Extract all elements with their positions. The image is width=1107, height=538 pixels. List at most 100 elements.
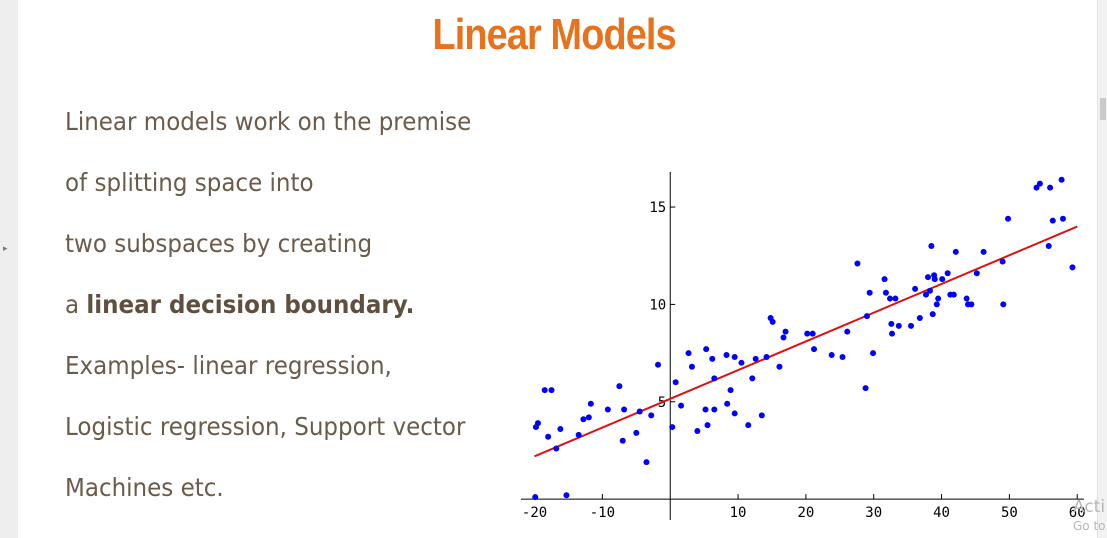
data-point (844, 328, 851, 335)
data-point (931, 276, 938, 283)
data-point (541, 387, 548, 394)
body-line-6: Logistic regression, Support vector (65, 412, 466, 441)
data-point (655, 361, 662, 368)
data-point (862, 385, 869, 392)
data-point (585, 414, 592, 421)
x-tick-label: 60 (1069, 505, 1086, 521)
data-point (870, 350, 877, 357)
data-point (648, 412, 655, 419)
data-point (703, 346, 710, 353)
data-point (704, 422, 711, 429)
data-point (688, 363, 695, 370)
data-point (854, 260, 861, 267)
data-point (889, 330, 896, 337)
data-point (769, 318, 776, 325)
data-point (924, 274, 931, 281)
data-point (908, 322, 915, 329)
body-line-4: a linear decision boundary. (65, 290, 414, 319)
data-point (782, 328, 789, 335)
data-point (939, 276, 946, 283)
data-point (882, 289, 889, 296)
activate-watermark: Acti (1073, 497, 1106, 517)
data-point (580, 416, 587, 423)
data-point (1069, 264, 1076, 271)
regression-line (534, 225, 1078, 458)
data-point (1033, 184, 1040, 191)
data-point (1045, 242, 1052, 249)
data-point (752, 355, 759, 362)
data-point (1000, 301, 1007, 308)
data-point (927, 287, 934, 294)
body-line-5: Examples- linear regression, (65, 351, 392, 380)
body-line-7: Machines etc. (65, 473, 224, 502)
x-tick-label: -10 (590, 505, 615, 521)
data-point (952, 248, 959, 255)
data-point (828, 352, 835, 359)
data-point (916, 315, 923, 322)
data-point (731, 353, 738, 360)
vertical-scrollbar[interactable] (1097, 0, 1107, 538)
data-point (548, 387, 555, 394)
left-gutter: ▸ (0, 0, 18, 538)
data-point (839, 353, 846, 360)
data-point (545, 433, 552, 440)
data-point (933, 301, 940, 308)
x-tick-label: 20 (797, 505, 814, 521)
data-point (636, 408, 643, 415)
data-point (723, 352, 730, 359)
data-point (587, 400, 594, 407)
data-point (669, 424, 676, 431)
data-point (863, 313, 870, 320)
scrollbar-thumb[interactable] (1100, 98, 1106, 120)
data-point (892, 295, 899, 302)
data-point (968, 301, 975, 308)
data-point (731, 410, 738, 417)
data-point (557, 426, 564, 433)
data-point (922, 291, 929, 298)
data-point (709, 355, 716, 362)
data-point (621, 406, 628, 413)
data-point (935, 295, 942, 302)
data-point (888, 320, 895, 327)
data-point (711, 406, 718, 413)
data-point (887, 295, 894, 302)
data-point (780, 334, 787, 341)
expand-arrow-icon[interactable]: ▸ (3, 244, 8, 254)
data-point (929, 311, 936, 318)
data-point (532, 494, 539, 501)
data-point (532, 424, 539, 431)
data-point (944, 270, 951, 277)
activate-watermark-sub: Go to (1073, 519, 1106, 533)
data-point (616, 383, 623, 390)
data-point (619, 437, 626, 444)
data-point (604, 406, 611, 413)
data-point (809, 330, 816, 337)
data-point (776, 363, 783, 370)
data-point (881, 276, 888, 283)
boundary-bold: linear decision boundary. (86, 290, 415, 319)
data-point (1058, 176, 1065, 183)
data-point (672, 379, 679, 386)
data-point (763, 353, 770, 360)
y-tick-label: 15 (649, 200, 666, 216)
data-point (1047, 184, 1054, 191)
data-point (633, 429, 640, 436)
x-tick-label: 30 (865, 505, 882, 521)
data-point (811, 346, 818, 353)
data-point (643, 459, 650, 466)
data-point (553, 445, 560, 452)
data-point (745, 422, 752, 429)
body-line-3: two subspaces by creating (65, 229, 373, 258)
x-tick-label: -20 (522, 505, 547, 521)
x-tick-label: 10 (730, 505, 747, 521)
data-point (758, 412, 765, 419)
boundary-prefix: a (65, 290, 87, 319)
data-point (963, 295, 970, 302)
data-point (694, 427, 701, 434)
data-point (702, 406, 709, 413)
data-point (749, 375, 756, 382)
data-point (999, 258, 1006, 265)
data-point (912, 285, 919, 292)
data-point (727, 387, 734, 394)
